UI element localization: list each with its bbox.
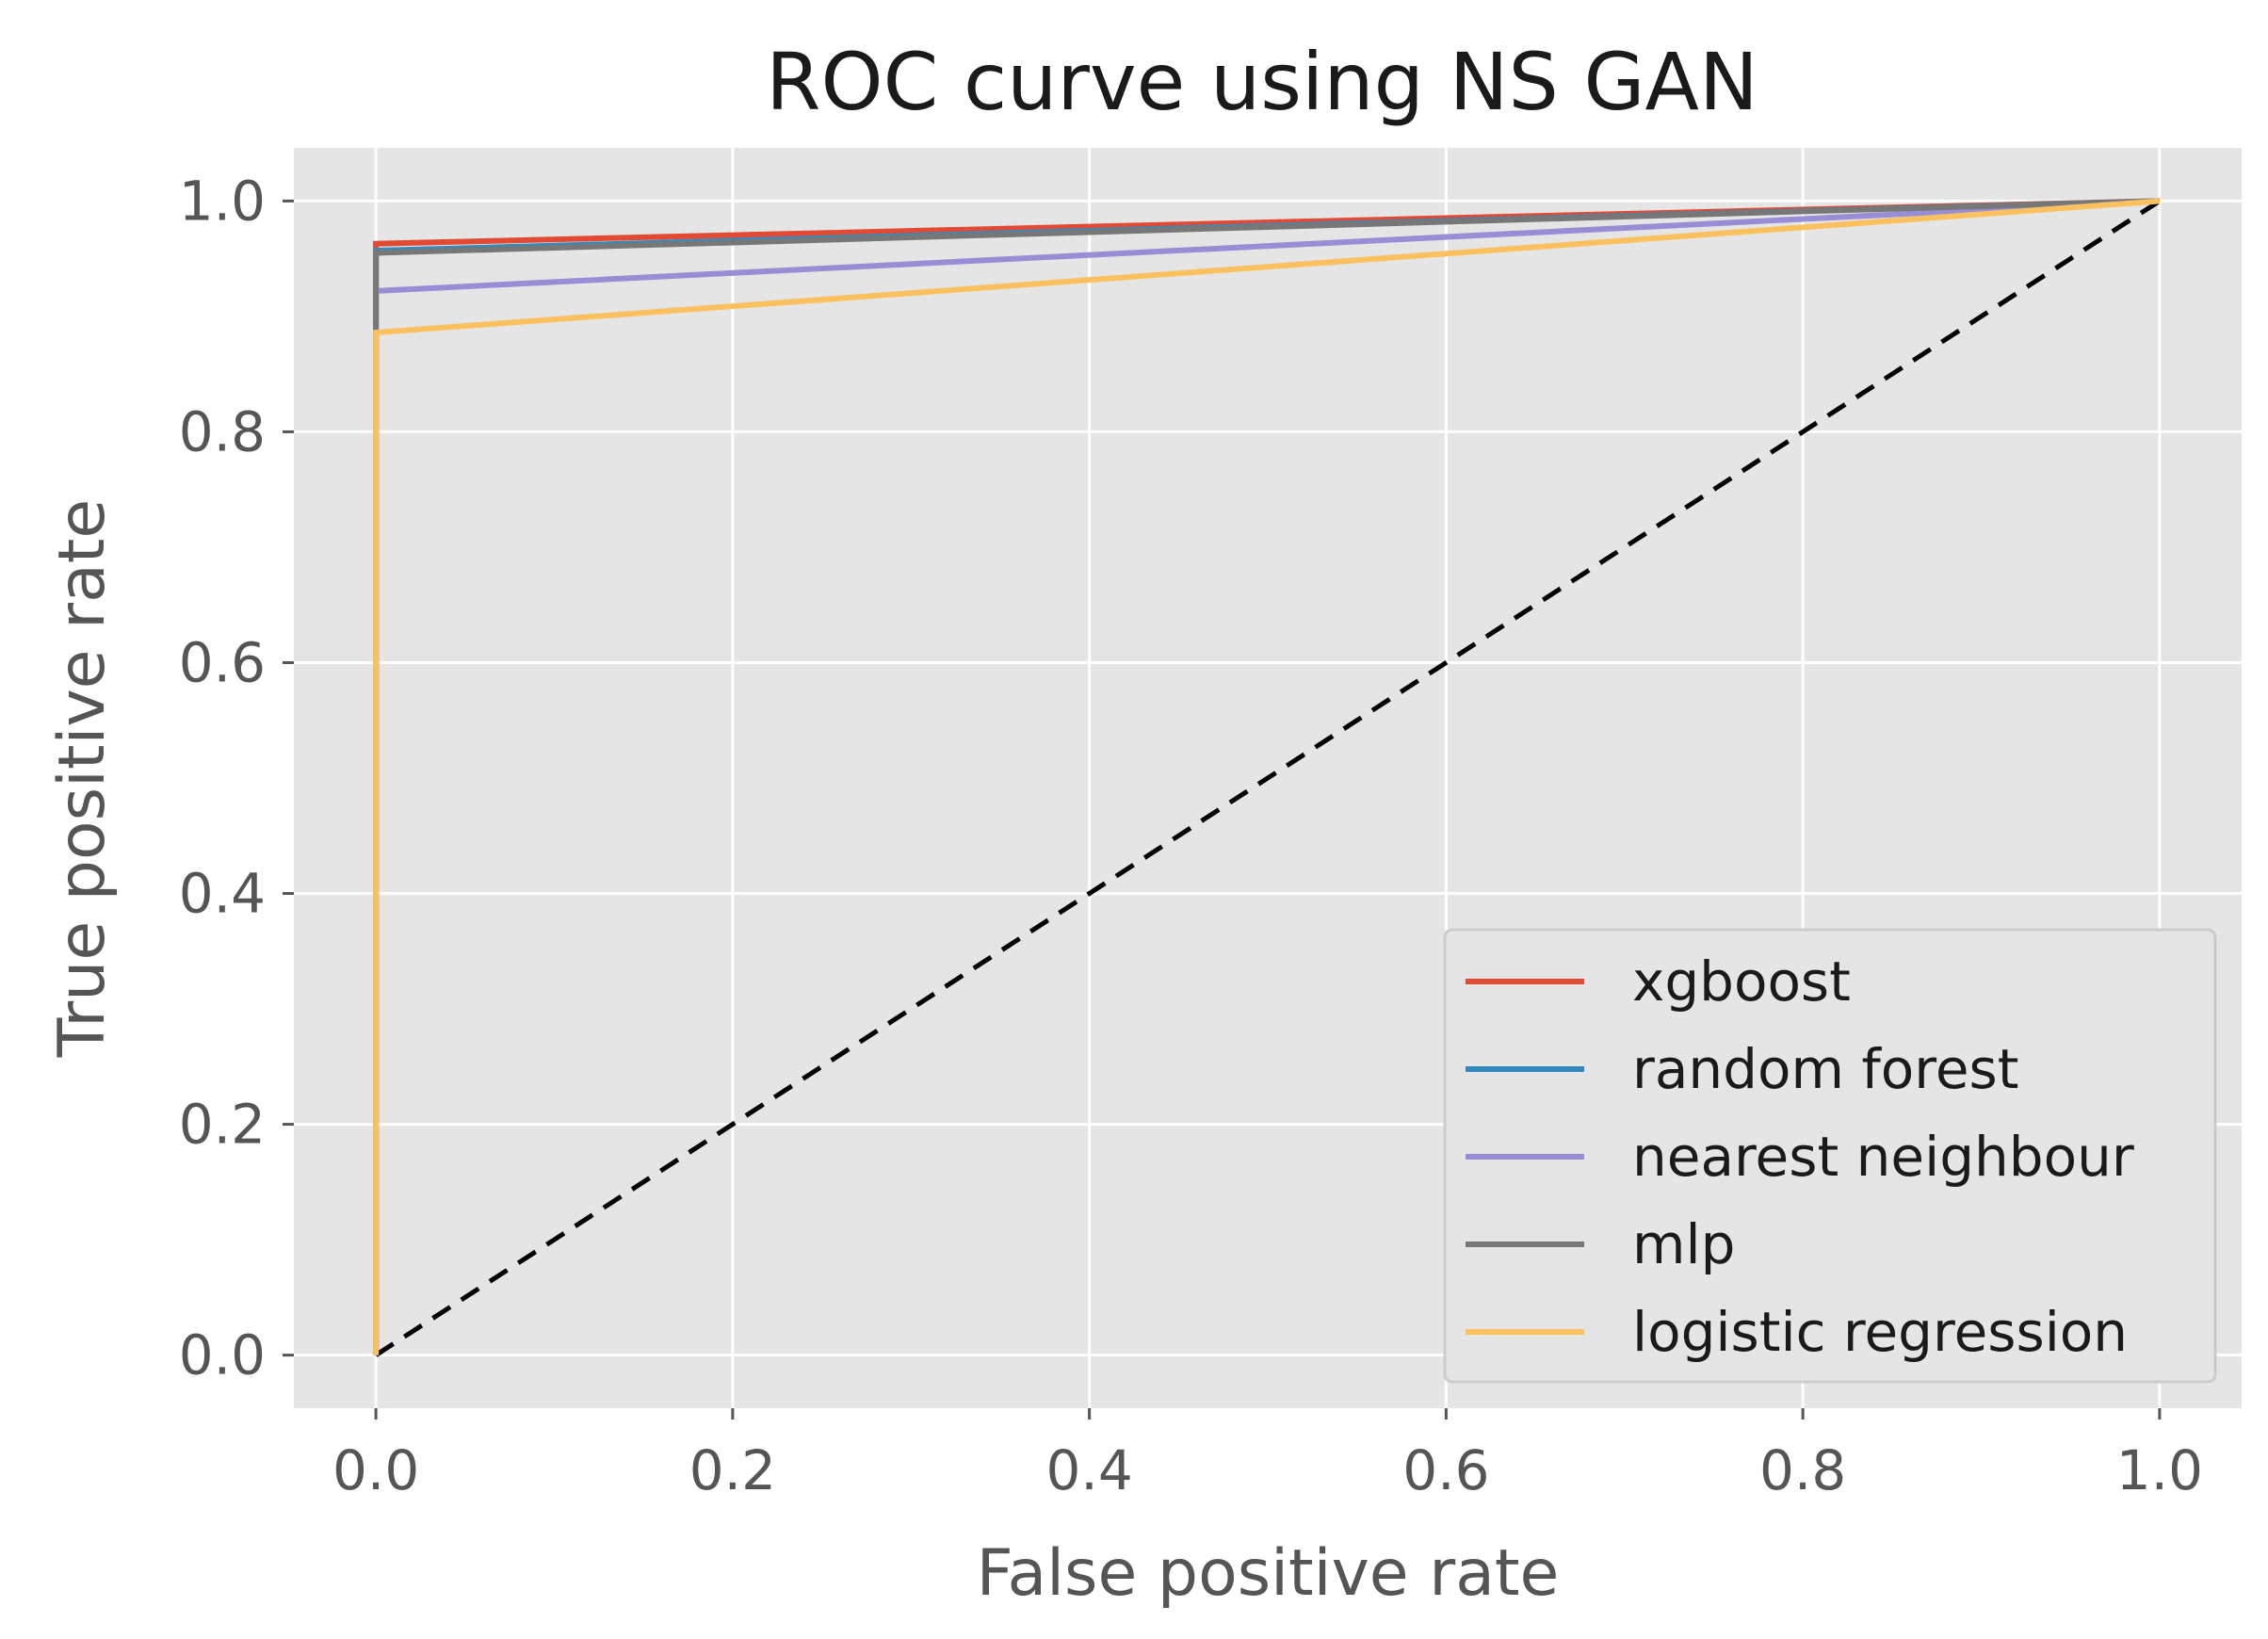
- y-tick-label: 0.6: [179, 630, 266, 694]
- legend-label-random-forest: random forest: [1632, 1037, 2019, 1101]
- series-lines: [373, 198, 2162, 1357]
- x-tick-label: 0.8: [1759, 1438, 1846, 1502]
- x-tick-label: 1.0: [2116, 1438, 2203, 1502]
- chart-title: ROC curve using NS GAN: [766, 36, 1758, 128]
- series-line-logistic-regression: [373, 198, 2161, 1355]
- x-tick-label: 0.0: [332, 1438, 419, 1502]
- x-axis-label: False positive rate: [977, 1536, 1560, 1611]
- x-tick-label: 0.4: [1045, 1438, 1132, 1502]
- legend-label-xgboost: xgboost: [1632, 949, 1851, 1014]
- y-tick-label: 0.2: [179, 1093, 266, 1157]
- y-tick-label: 0.8: [179, 399, 266, 463]
- legend-label-mlp: mlp: [1632, 1212, 1735, 1276]
- legend: xgboost random forest nearest neighbour mlp…: [1443, 928, 2217, 1384]
- y-tick-label: 1.0: [179, 169, 266, 233]
- chance-diagonal-line: [374, 199, 2162, 1357]
- legend-label-nearest-neighbour: nearest neighbour: [1632, 1125, 2134, 1189]
- y-tick-label: 0.4: [179, 862, 266, 926]
- grid: [294, 148, 2242, 1408]
- x-tick-label: 0.6: [1402, 1438, 1489, 1502]
- axis-ticks: 0.0 0.2 0.4 0.6 0.8 1.0 0.0 0.2 0.4 0.6 0.8 1.0: [179, 169, 2203, 1502]
- legend-box: [1443, 928, 2217, 1384]
- legend-label-logistic-regression: logistic regression: [1632, 1300, 2128, 1364]
- x-tick-label: 0.2: [689, 1438, 776, 1502]
- y-axis-label: True positive rate: [45, 499, 120, 1059]
- y-tick-label: 0.0: [179, 1323, 266, 1387]
